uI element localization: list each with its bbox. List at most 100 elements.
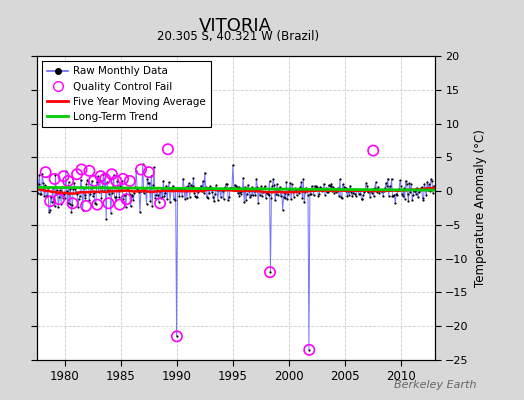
Point [351,191,359,198]
Point [215,185,224,192]
Point [130,190,138,196]
Point [184,180,193,186]
Point [43,193,51,199]
Point [276,184,284,190]
Point [138,187,146,194]
Point [93,173,102,180]
Point [417,185,425,191]
Point [357,196,366,203]
Point [287,196,296,202]
Point [50,176,59,182]
Point [368,190,376,196]
Point [392,191,400,197]
Point [118,178,126,184]
Point [38,171,47,177]
Point [225,194,233,201]
Point [249,187,258,193]
Point [330,190,339,196]
Point [198,188,206,194]
Point [61,194,69,201]
Point [138,161,147,168]
Point [339,181,347,188]
Point [203,195,212,202]
Point [373,188,381,195]
Point [46,198,54,204]
Point [146,198,155,204]
Point [286,180,294,186]
Point [352,193,360,199]
Point [334,184,342,191]
Point [196,186,204,192]
Point [362,180,370,186]
Point [101,171,110,177]
Point [318,188,326,194]
Point [85,197,93,203]
Point [408,197,417,204]
Point [201,170,209,176]
Point [304,192,312,198]
Point [114,184,123,191]
Point [363,183,372,189]
Text: 20.305 S, 40.321 W (Brazil): 20.305 S, 40.321 W (Brazil) [157,30,320,43]
Point [302,184,310,191]
Point [216,194,225,200]
Point [222,180,231,187]
Point [37,190,46,197]
Point [368,186,377,192]
Point [58,184,66,190]
Point [240,199,248,205]
Point [106,187,114,193]
Point [390,191,399,198]
Point [315,191,323,198]
Point [245,188,253,194]
Point [418,194,427,201]
Point [366,194,374,200]
Point [275,185,283,192]
Point [386,187,395,193]
Point [56,187,64,193]
Point [292,191,301,198]
Point [66,186,74,192]
Point [233,190,242,196]
Y-axis label: Temperature Anomaly (°C): Temperature Anomaly (°C) [474,129,487,287]
Point [149,182,157,188]
Point [115,194,124,200]
Point [156,195,165,202]
Point [395,186,403,192]
Point [155,198,163,205]
Point [400,196,409,202]
Point [183,194,191,201]
Point [169,183,177,189]
Point [426,188,434,194]
Point [71,186,79,192]
Point [73,191,81,198]
Point [381,185,389,192]
Point [374,184,383,190]
Point [123,185,131,191]
Point [233,184,241,190]
Point [345,192,354,198]
Point [416,187,424,194]
Point [421,186,430,192]
Point [373,186,381,192]
Point [53,187,61,194]
Point [235,192,244,199]
Point [95,177,104,184]
Point [62,188,71,194]
Point [403,191,412,197]
Point [170,197,179,203]
Point [252,176,260,182]
Point [80,192,89,198]
Point [49,198,58,204]
Point [86,191,94,198]
Point [197,182,205,189]
Point [125,188,133,194]
Point [305,347,313,353]
Point [319,187,327,194]
Point [396,177,404,184]
Point [113,178,122,184]
Point [236,189,245,196]
Point [342,188,351,194]
Point [151,195,159,201]
Point [115,202,124,208]
